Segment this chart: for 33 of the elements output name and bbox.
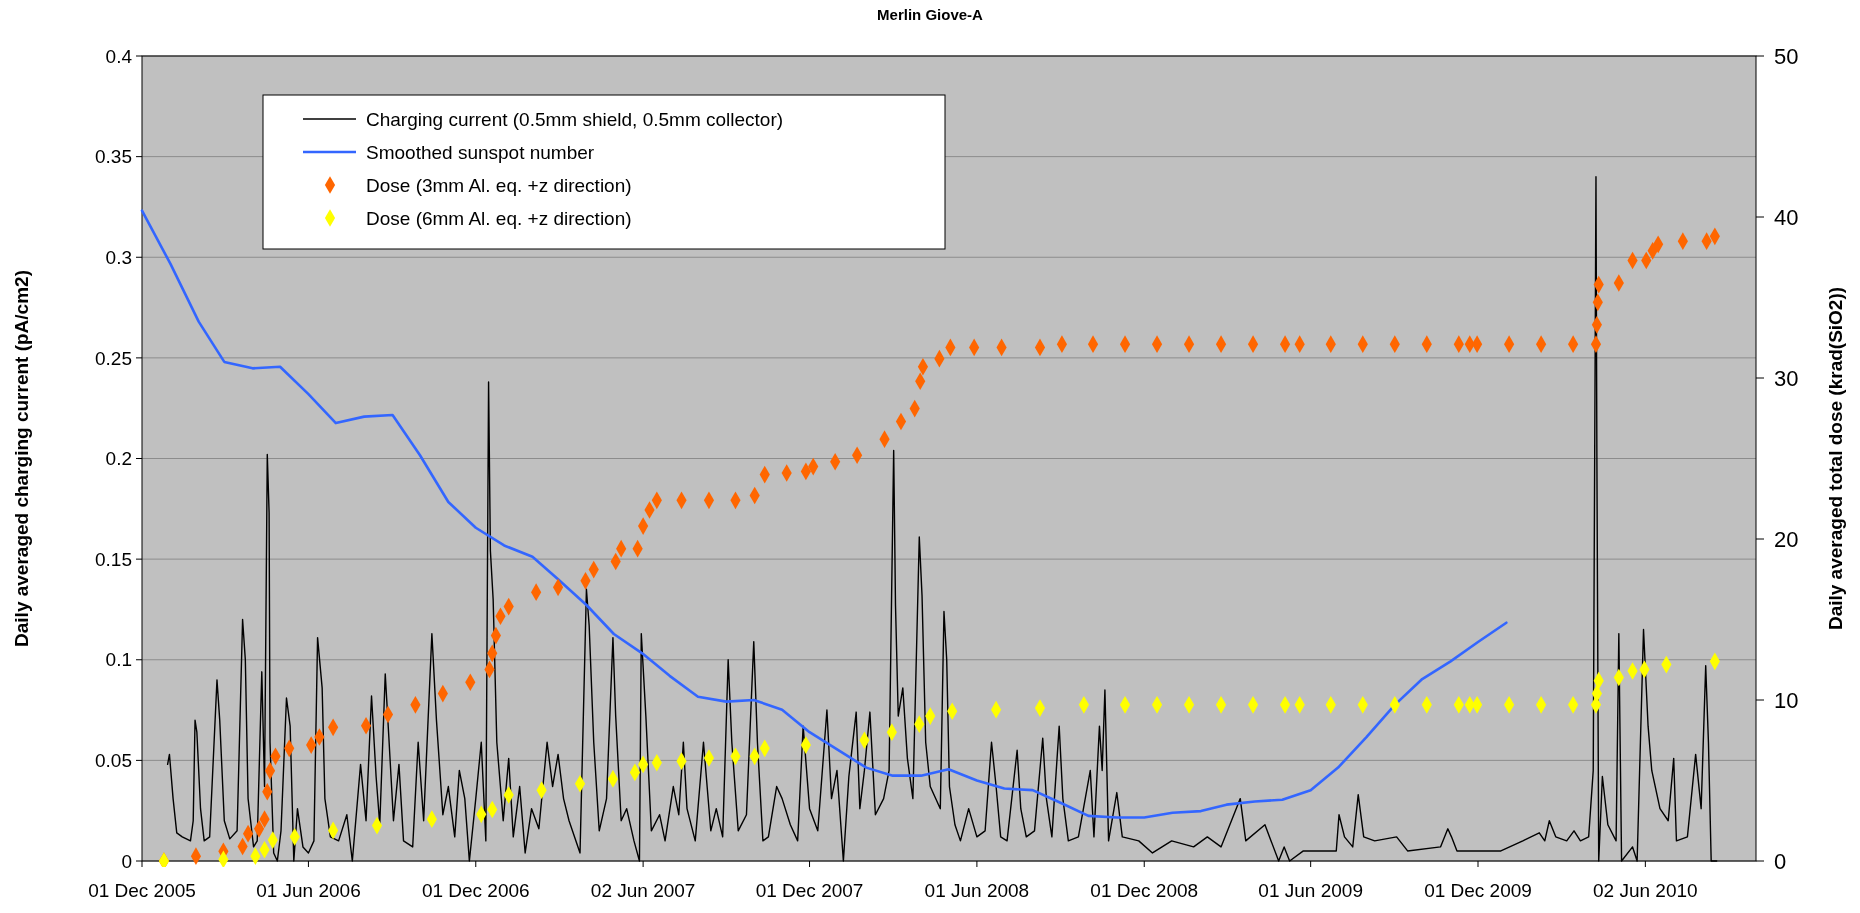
x-tick-label: 01 Dec 2006 [421, 880, 530, 901]
legend-label: Smoothed sunspot number [366, 141, 595, 163]
y-tick-label: 0.1 [105, 649, 132, 671]
x-tick-label: 01 Jun 2006 [256, 880, 361, 901]
x-tick-label: 01 Dec 2007 [755, 880, 864, 901]
y2-tick-label: 30 [1774, 365, 1799, 391]
y-tick-label: 0.05 [95, 750, 132, 772]
y-tick-label: 0.2 [105, 448, 132, 470]
line-series [140, 209, 1508, 819]
chart-title: Merlin Giove-A [877, 6, 984, 23]
legend-label: Dose (3mm Al. eq. +z direction) [366, 174, 632, 196]
y2-tick-label: 40 [1774, 204, 1799, 230]
y2-tick-label: 10 [1774, 687, 1799, 713]
x-tick-label: 01 Jun 2008 [924, 880, 1030, 901]
x-tick-label: 01 Dec 2008 [1090, 880, 1199, 901]
y-tick-label: 0.15 [95, 548, 132, 570]
y2-tick-label: 0 [1774, 848, 1787, 874]
y2-tick-label: 50 [1774, 43, 1799, 69]
y2-axis-title: Daily averaged total dose (krad(SiO2)) [1825, 286, 1846, 631]
x-tick-label: 01 Dec 2005 [88, 880, 196, 901]
y-tick-label: 0.25 [95, 347, 132, 369]
y-tick-label: 0 [121, 850, 132, 872]
y-tick-label: 0.3 [105, 246, 132, 268]
x-tick-label: 02 Jun 2007 [590, 880, 696, 901]
x-tick-label: 01 Jun 2009 [1258, 880, 1363, 901]
legend-label: Charging current (0.5mm shield, 0.5mm collector) [366, 108, 784, 130]
y-tick-label: 0.4 [105, 45, 133, 67]
y2-tick-label: 20 [1774, 526, 1799, 552]
x-tick-label: 01 Dec 2009 [1424, 880, 1532, 901]
y-axis-title: Daily averaged charging current (pA/cm2) [11, 270, 32, 647]
y-tick-label: 0.35 [95, 146, 132, 168]
x-tick-label: 02 Jun 2010 [1593, 880, 1698, 901]
legend-label: Dose (6mm Al. eq. +z direction) [366, 207, 632, 229]
